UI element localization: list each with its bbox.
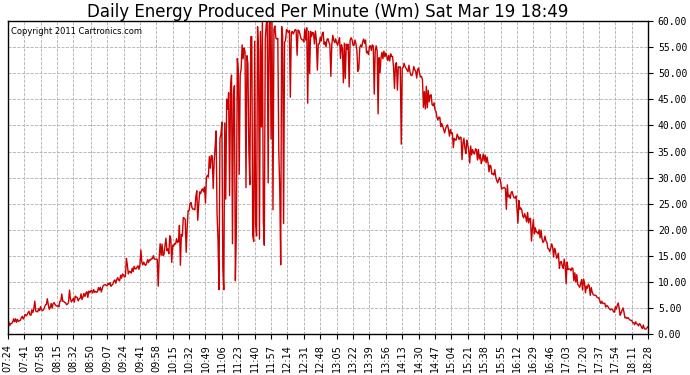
Title: Daily Energy Produced Per Minute (Wm) Sat Mar 19 18:49: Daily Energy Produced Per Minute (Wm) Sa… <box>87 3 569 21</box>
Text: Copyright 2011 Cartronics.com: Copyright 2011 Cartronics.com <box>11 27 142 36</box>
